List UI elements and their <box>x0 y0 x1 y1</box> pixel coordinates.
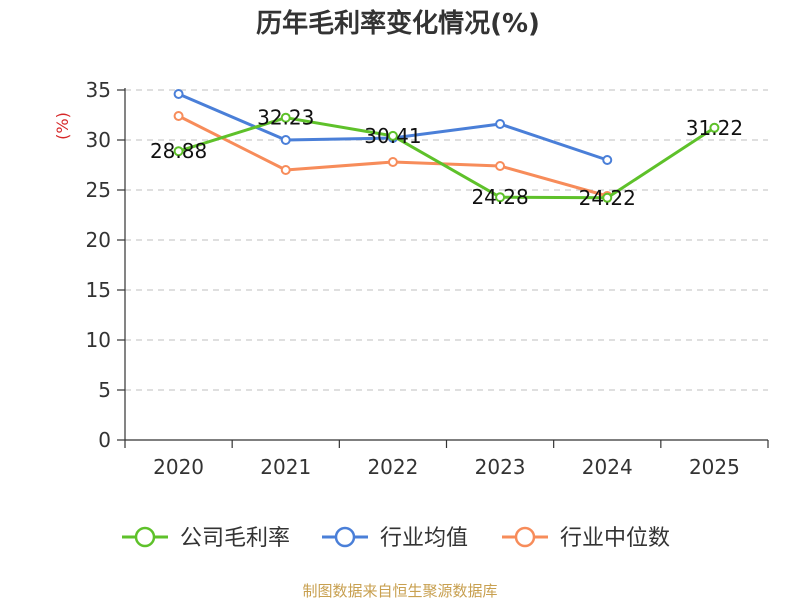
legend-label-1: 公司毛利率 <box>180 526 290 551</box>
legend-label-2: 行业均值 <box>380 526 468 551</box>
y-tick-label-5: 5 <box>98 378 111 402</box>
point-1-2020 <box>173 146 184 157</box>
point-2-2023 <box>495 119 506 129</box>
chart-title: 历年毛利率变化情况(%) <box>256 8 540 39</box>
legend-item-3: 行业中位数 <box>502 526 670 551</box>
x-tick-label-2023: 2023 <box>475 455 526 479</box>
x-tick-label-2024: 2024 <box>582 455 633 479</box>
legend-item-1: 公司毛利率 <box>122 526 290 551</box>
y-tick-label-0: 0 <box>98 428 111 452</box>
data-label-2024: 24.22 <box>579 186 636 210</box>
series-line-1 <box>178 116 716 200</box>
y-tick-label-20: 20 <box>86 228 111 252</box>
data-label-2025: 31.22 <box>686 116 743 140</box>
data-label-2021: 32.23 <box>257 106 314 130</box>
point-3-2023 <box>495 161 506 171</box>
point-1-2022 <box>387 130 398 141</box>
data-label-2020: 28.88 <box>150 139 207 163</box>
legend-item-2: 行业均值 <box>322 526 468 551</box>
source-note: 制图数据来自恒生聚源数据库 <box>302 582 497 600</box>
x-tick-label-2025: 2025 <box>689 455 740 479</box>
series-3 <box>173 111 613 201</box>
series-1 <box>173 112 720 203</box>
grid-lines <box>125 89 768 391</box>
y-tick-label-30: 30 <box>86 128 111 152</box>
legend-marker-1 <box>134 526 156 548</box>
point-1-2025 <box>709 122 720 133</box>
point-2-2021 <box>280 135 291 145</box>
y-tick-label-25: 25 <box>86 178 111 202</box>
point-1-2024 <box>602 192 613 203</box>
x-tick-label-2022: 2022 <box>367 455 418 479</box>
point-1-2023 <box>495 192 506 203</box>
point-3-2021 <box>280 165 291 175</box>
point-3-2022 <box>387 157 398 167</box>
point-1-2021 <box>280 112 291 123</box>
point-3-2020 <box>173 111 184 121</box>
y-tick-label-35: 35 <box>86 78 111 102</box>
x-tick-label-2020: 2020 <box>153 455 204 479</box>
point-2-2020 <box>173 89 184 99</box>
data-label-2022: 30.41 <box>364 124 421 148</box>
x-tick-label-2021: 2021 <box>260 455 311 479</box>
legend-marker-3 <box>514 526 536 548</box>
y-axis-label: (%) <box>53 112 72 140</box>
point-2-2024 <box>602 155 613 165</box>
y-tick-label-10: 10 <box>86 328 111 352</box>
legend-marker-2 <box>334 526 356 548</box>
y-tick-label-15: 15 <box>86 278 111 302</box>
legend: 公司毛利率 行业均值 行业中位数 <box>122 526 670 551</box>
series-layer <box>173 89 720 203</box>
data-label-2023: 24.28 <box>471 185 528 209</box>
data-labels: 28.88 32.23 30.41 24.28 24.22 31.22 <box>150 106 743 210</box>
legend-label-3: 行业中位数 <box>560 526 670 551</box>
